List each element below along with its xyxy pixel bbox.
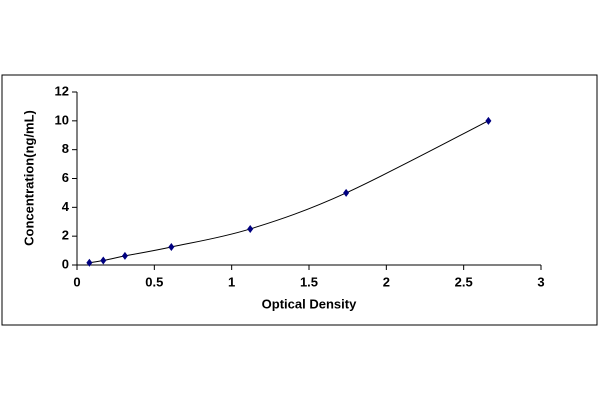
x-tick-label: 0 [73,274,80,289]
x-tick-label: 2 [383,274,390,289]
y-tick-label: 0 [62,256,69,271]
data-point [168,242,175,251]
y-tick-label: 12 [55,83,69,98]
y-tick-label: 6 [62,170,69,185]
y-tick-label: 8 [62,141,69,156]
data-point [343,188,350,197]
data-point [121,251,128,260]
y-axis-label: Concentration(ng/mL) [21,110,36,246]
chart-border [1,74,598,326]
y-tick-label: 2 [62,228,69,243]
x-tick-label: 3 [537,274,544,289]
data-point [485,116,492,125]
x-tick-label: 0.5 [145,274,163,289]
data-point [86,258,93,267]
x-tick-label: 2.5 [455,274,473,289]
x-tick-label: 1.5 [300,274,318,289]
y-tick-label: 10 [55,112,69,127]
data-point [100,256,107,265]
x-tick-label: 1 [228,274,235,289]
x-axis-label: Optical Density [262,296,357,311]
y-tick-label: 4 [62,199,70,214]
data-point [247,224,254,233]
